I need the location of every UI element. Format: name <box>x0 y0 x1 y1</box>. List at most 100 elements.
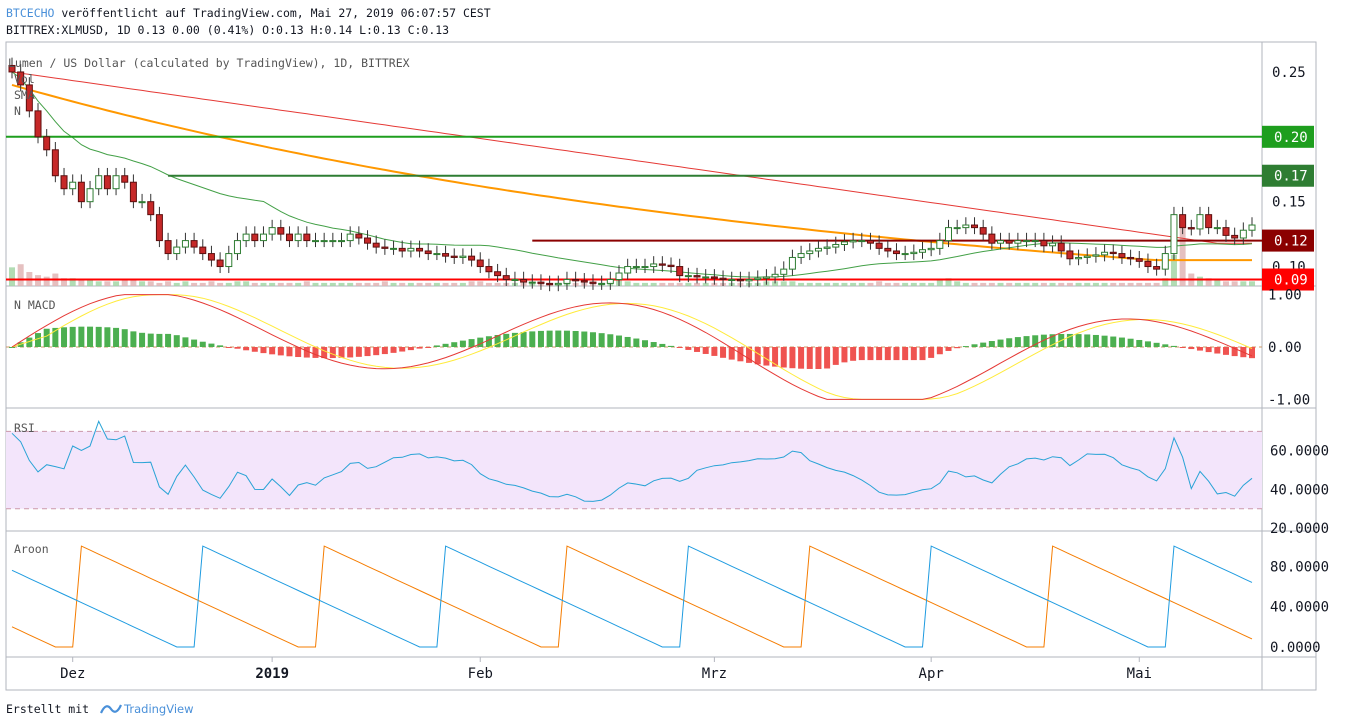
volume-bar <box>113 281 120 286</box>
volume-bar <box>815 282 822 286</box>
volume-bar <box>451 282 458 286</box>
candle-body <box>51 149 59 177</box>
volume-bar <box>295 282 302 286</box>
macd-histogram-bar <box>260 347 267 354</box>
macd-histogram-bar <box>95 326 102 347</box>
candle-body <box>615 272 623 281</box>
volume-bar <box>1179 218 1186 286</box>
volume-bar <box>35 275 42 286</box>
macd-histogram-bar <box>139 332 146 347</box>
volume-bar <box>858 282 865 286</box>
macd-histogram-bar <box>277 347 284 356</box>
macd-histogram-bar <box>165 333 172 347</box>
candle-body <box>546 282 554 286</box>
volume-bar <box>1066 282 1073 286</box>
candle-body <box>60 175 68 190</box>
candle-body <box>918 249 926 253</box>
volume-bar <box>425 282 432 286</box>
volume-bar <box>988 282 995 286</box>
volume-bar <box>1196 276 1203 286</box>
candle-body <box>199 246 207 255</box>
volume-bar <box>61 278 68 286</box>
volume-bar <box>676 282 683 286</box>
candle-body <box>147 201 155 216</box>
candle-body <box>155 214 163 242</box>
macd-histogram-bar <box>425 347 432 348</box>
macd-histogram-bar <box>130 331 137 347</box>
candle-body <box>43 136 51 151</box>
volume-bar <box>694 282 701 286</box>
volume-bar <box>1101 282 1108 286</box>
volume-bar <box>485 282 492 286</box>
volume-bar <box>1153 282 1160 286</box>
tradingview-brand[interactable]: TradingView <box>124 702 194 716</box>
candle-body <box>69 181 77 190</box>
volume-bar <box>633 282 640 286</box>
macd-histogram-bar <box>832 347 839 365</box>
volume-bar <box>182 281 189 286</box>
volume-bar <box>381 281 388 286</box>
macd-histogram-bar <box>772 347 779 367</box>
candle-body <box>780 268 788 275</box>
volume-bar <box>919 282 926 286</box>
aroon-axis-tick: 0.0000 <box>1270 640 1321 656</box>
macd-histogram-bar <box>347 347 354 358</box>
candle-body <box>572 279 580 282</box>
candle-body <box>1083 255 1091 258</box>
macd-histogram-bar <box>416 347 423 349</box>
macd-histogram-bar <box>208 343 215 347</box>
macd-histogram-bar <box>642 340 649 347</box>
macd-histogram-bar <box>1144 341 1151 347</box>
candle-body <box>797 253 805 258</box>
volume-bar <box>1006 282 1013 286</box>
candle-body <box>624 266 632 274</box>
volume-bar <box>884 282 891 286</box>
volume-bar <box>841 282 848 286</box>
macd-histogram-bar <box>1049 334 1056 347</box>
volume-bar <box>234 281 241 286</box>
candle-body <box>485 266 493 273</box>
candle-body <box>563 279 571 284</box>
time-axis-tick: Mrz <box>702 666 727 682</box>
macd-histogram-bar <box>980 342 987 347</box>
candle-body <box>1031 240 1039 243</box>
volume-bar <box>1162 278 1169 286</box>
volume-bar <box>338 282 345 286</box>
macd-histogram-bar <box>659 343 666 347</box>
volume-bar <box>494 282 501 286</box>
macd-histogram-bar <box>199 341 206 347</box>
volume-bar <box>928 282 935 286</box>
macd-histogram-bar <box>876 347 883 361</box>
price-level-label: 0.20 <box>1274 130 1308 146</box>
candle-body <box>823 246 831 249</box>
macd-histogram-bar <box>355 347 362 357</box>
macd-histogram-bar <box>156 333 163 347</box>
candle-body <box>346 233 354 242</box>
macd-histogram-bar <box>824 347 831 369</box>
volume-bar <box>668 282 675 286</box>
sma-green-line <box>11 71 1253 278</box>
macd-histogram-bar <box>1118 337 1125 347</box>
volume-bar <box>269 282 276 286</box>
volume-bar <box>95 281 102 286</box>
volume-bar <box>893 282 900 286</box>
macd-axis-tick: 0.00 <box>1268 340 1302 356</box>
macd-histogram-bar <box>121 329 128 347</box>
macd-histogram-bar <box>442 343 449 347</box>
author-link[interactable]: BTCECHO <box>6 6 55 20</box>
candle-body <box>650 263 658 268</box>
volume-bar <box>69 278 76 286</box>
volume-bar <box>962 282 969 286</box>
candle-body <box>1109 251 1117 255</box>
macd-histogram-bar <box>520 332 527 347</box>
candle-body <box>468 255 476 261</box>
macd-histogram-bar <box>945 347 952 351</box>
volume-bar <box>702 282 709 286</box>
time-axis-tick: Feb <box>468 666 493 682</box>
macd-histogram-bar <box>338 347 345 358</box>
chart-frame <box>5 41 1317 691</box>
volume-bar <box>130 279 137 286</box>
volume-bar <box>1032 282 1039 286</box>
candle-body <box>121 175 129 183</box>
